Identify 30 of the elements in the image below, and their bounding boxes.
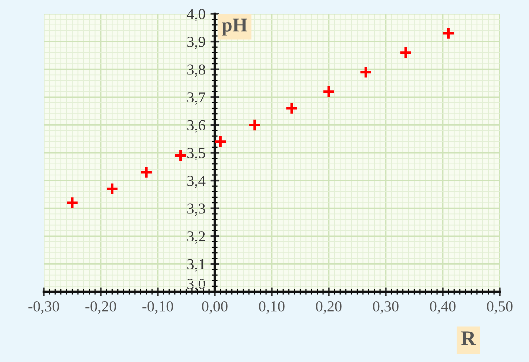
y-tick-label: 3,3 [188, 204, 206, 216]
x-tick-label: 0,40 [430, 301, 456, 314]
point [66, 196, 80, 210]
point [285, 102, 299, 116]
point [359, 66, 373, 80]
point [174, 149, 188, 162]
y-axis-title: pH [222, 18, 248, 36]
point [248, 118, 262, 132]
y-tick-label: 4,0 [187, 9, 206, 22]
x-tick-label: 0,10 [259, 301, 285, 314]
point [399, 46, 413, 60]
point [442, 26, 456, 40]
point [322, 85, 336, 98]
x-tick-label: 0,50 [487, 301, 513, 314]
y-tick-label: 3,1 [188, 259, 206, 272]
x-tick-label: -0,10 [142, 301, 174, 314]
y-tick-label: 3,8 [188, 64, 206, 78]
x-tick-label: 0,00 [202, 301, 228, 314]
x-tick-label: 0,30 [373, 301, 399, 314]
x-axis-title: R [461, 332, 476, 346]
point [214, 135, 228, 149]
point [140, 166, 154, 180]
x-tick-label: -0,30 [28, 301, 60, 314]
y-tick-label: 3,6 [188, 120, 206, 133]
y-tick-label: 3,5 [188, 148, 206, 161]
x-tick-label: 0,20 [316, 301, 342, 314]
y-tick-label: 3,4 [188, 176, 206, 188]
x-tick-label: -0,20 [86, 301, 116, 314]
point [106, 182, 120, 196]
y-tick-label: 3,9 [188, 36, 206, 50]
